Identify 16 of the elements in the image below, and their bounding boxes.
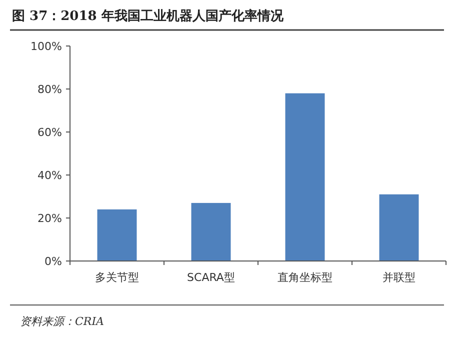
- y-tick-label: 40%: [38, 169, 62, 182]
- y-tick-label: 0%: [44, 255, 62, 268]
- chart-title: 图 37：2018 年我国工业机器人国产化率情况: [12, 8, 284, 24]
- bar: [285, 93, 325, 261]
- x-tick-label: SCARA型: [187, 271, 235, 284]
- bar: [379, 194, 419, 261]
- bar: [191, 202, 231, 261]
- y-tick-label: 60%: [38, 126, 62, 139]
- x-tick-label: 多关节型: [95, 271, 139, 284]
- y-tick-label: 100%: [30, 40, 62, 53]
- y-tick-label: 80%: [38, 83, 62, 96]
- y-tick-label: 20%: [38, 212, 62, 225]
- bar: [97, 209, 137, 261]
- x-tick-label: 并联型: [382, 271, 416, 284]
- text: 资料来源：CRIA: [20, 315, 104, 328]
- x-tick-label: 直角坐标型: [278, 271, 332, 284]
